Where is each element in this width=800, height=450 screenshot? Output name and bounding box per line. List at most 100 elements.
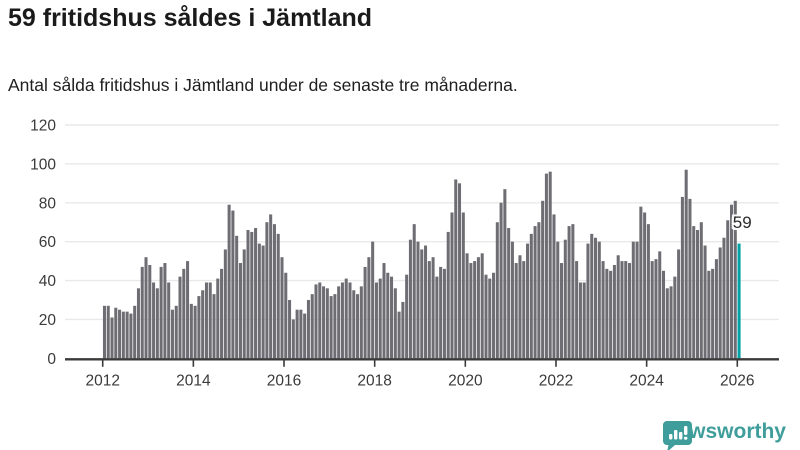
bar (435, 276, 439, 359)
bar (541, 200, 545, 359)
bar (182, 268, 186, 359)
bar (594, 237, 598, 359)
bar (272, 224, 276, 359)
bar (235, 235, 239, 359)
bar (510, 241, 514, 359)
bar (170, 309, 174, 359)
bar (204, 282, 208, 359)
bar (337, 286, 341, 359)
bar (163, 263, 167, 359)
bar (390, 276, 394, 359)
bar (412, 224, 416, 359)
bar (473, 261, 477, 359)
bar (631, 241, 635, 359)
bar (216, 278, 220, 359)
bar (688, 198, 692, 359)
x-axis-tick-label: 2012 (85, 372, 119, 389)
y-axis-tick-label: 20 (39, 312, 57, 329)
bar (526, 243, 530, 359)
bar (140, 266, 144, 359)
bar (306, 299, 310, 359)
bar (601, 261, 605, 359)
y-axis-tick-label: 80 (39, 195, 57, 212)
bar (722, 237, 726, 359)
bar (624, 261, 628, 359)
bar (212, 294, 216, 359)
bar (178, 276, 182, 359)
bar (367, 257, 371, 359)
latest-value-label: 59 (732, 212, 752, 232)
y-axis-tick-label: 60 (39, 234, 57, 251)
bar (167, 282, 171, 359)
bar (673, 276, 677, 359)
bar (325, 288, 329, 359)
bar (318, 282, 322, 359)
bar (658, 251, 662, 359)
bar (556, 241, 560, 359)
bar (492, 272, 496, 359)
bar (643, 212, 647, 359)
bar (544, 173, 548, 359)
bar (197, 296, 201, 359)
bar (250, 231, 254, 359)
bar (654, 259, 658, 359)
bar (378, 278, 382, 359)
bar (609, 270, 613, 359)
bar (374, 282, 378, 359)
bar (662, 270, 666, 359)
bar (227, 204, 231, 359)
bar (563, 239, 567, 359)
bar (310, 294, 314, 359)
bar (382, 263, 386, 359)
bar (329, 296, 333, 359)
bar (703, 245, 707, 359)
bar (699, 222, 703, 359)
highlighted-bar (737, 243, 741, 359)
bar (650, 261, 654, 359)
bar (295, 309, 299, 359)
bar (446, 231, 450, 359)
bar (571, 224, 575, 359)
x-axis-tick-label: 2024 (629, 372, 664, 389)
bar (692, 226, 696, 359)
bar (121, 311, 125, 359)
bar (507, 228, 511, 359)
bar (265, 222, 269, 359)
bar (322, 286, 326, 359)
x-axis-tick-label: 2020 (448, 372, 483, 389)
bar (284, 272, 288, 359)
bar (420, 249, 424, 359)
bar (733, 200, 737, 359)
bar (220, 268, 224, 359)
bar (730, 204, 734, 359)
bar (518, 255, 522, 359)
bar (575, 261, 579, 359)
bar (386, 272, 390, 359)
bar (125, 311, 129, 359)
bar (393, 288, 397, 359)
x-axis-tick-label: 2016 (267, 372, 301, 389)
bar (469, 263, 473, 359)
bar (288, 299, 292, 359)
bar (246, 229, 250, 359)
bar (159, 266, 163, 359)
bar (677, 249, 681, 359)
bar (635, 241, 639, 359)
bar (261, 245, 265, 359)
x-axis-tick-label: 2014 (176, 372, 211, 389)
bar (136, 288, 140, 359)
bar (628, 263, 632, 359)
bar (665, 288, 669, 359)
chart-title: 59 fritidshus såldes i Jämtland (8, 4, 373, 32)
bar (242, 249, 246, 359)
bar (416, 241, 420, 359)
bar (102, 305, 106, 359)
y-axis-tick-label: 40 (39, 273, 57, 290)
bar (189, 303, 193, 359)
bar (155, 288, 159, 359)
bar (537, 222, 541, 359)
bar (461, 212, 465, 359)
bar (359, 286, 363, 359)
